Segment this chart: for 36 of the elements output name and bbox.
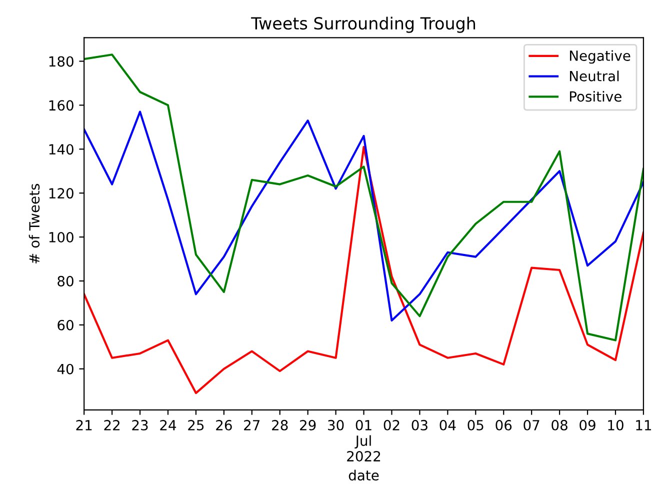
- x-tick-label: 26: [216, 420, 232, 430]
- y-tick-label: 80: [58, 276, 74, 286]
- legend-label: Negative: [570, 50, 630, 64]
- legend-label: Neutral: [570, 70, 619, 82]
- x-tick-label: 25: [188, 420, 204, 430]
- x-axis-title: date: [348, 470, 379, 481]
- x-tick-label: 29: [300, 420, 316, 430]
- line-series: [84, 146, 644, 394]
- x-tick-label: 03: [412, 420, 428, 430]
- x-tick-label: 30: [328, 420, 344, 430]
- line-series: [84, 110, 644, 322]
- x-tick-label: 08: [552, 420, 568, 430]
- x-tick-label: 07: [524, 420, 540, 430]
- x-tick-label: 23: [132, 420, 148, 430]
- x-tick-label: 06: [496, 420, 512, 430]
- x-tick-label: 10: [608, 420, 624, 430]
- y-tick-label: 180: [49, 56, 74, 67]
- chart-title: Tweets Surrounding Trough: [251, 16, 476, 33]
- y-tick-label: 60: [58, 320, 74, 330]
- x-tick-label: 05: [468, 420, 484, 430]
- x-tick-label: 28: [272, 420, 288, 430]
- y-tick-label: 40: [57, 364, 74, 374]
- x-tick-label: 24: [160, 420, 176, 430]
- legend-label: Positive: [570, 91, 622, 102]
- y-tick-label: 100: [49, 232, 74, 242]
- y-axis-title: # of Tweets: [28, 184, 40, 264]
- x-tick-label: 22: [104, 420, 120, 430]
- y-tick-label: 140: [49, 144, 74, 155]
- x-tick-label: 04: [440, 420, 456, 430]
- x-tick-label: 09: [580, 420, 596, 430]
- y-tick-label: 120: [49, 188, 74, 199]
- x-tick-label: 27: [244, 420, 260, 430]
- x-tick-label: 02: [384, 420, 400, 430]
- x-tick-label: 21: [76, 420, 92, 430]
- x-tick-label: 11: [636, 420, 652, 430]
- y-tick-label: 160: [49, 100, 74, 111]
